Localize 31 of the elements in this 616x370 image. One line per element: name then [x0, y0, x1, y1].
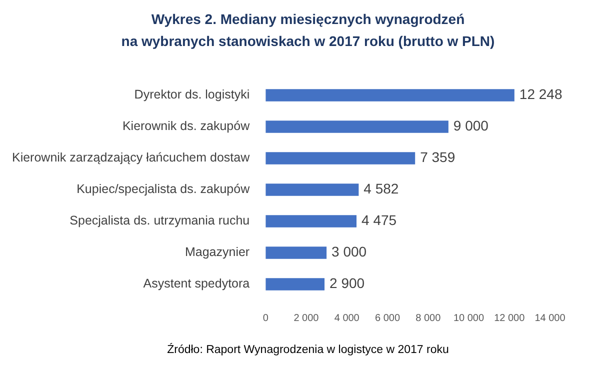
bar [266, 246, 327, 259]
y-tick-label: Kupiec/specjalista ds. zakupów [76, 182, 251, 196]
x-tick-label: 6 000 [374, 312, 400, 324]
bar [266, 89, 514, 102]
y-tick-label: Dyrektor ds. logistyki [134, 88, 250, 102]
data-label: 9 000 [453, 118, 489, 134]
x-tick-label: 0 [262, 312, 269, 324]
data-label: 7 359 [420, 149, 456, 166]
y-tick-label: Specjalista ds. utrzymania ruchu [70, 214, 250, 228]
bar [266, 215, 357, 228]
y-tick-label: Kierownik zarządzający łańcuchem dostaw [12, 150, 251, 165]
data-label: 3 000 [332, 244, 367, 260]
y-tick-label: Kierownik ds. zakupów [122, 119, 251, 134]
data-label: 2 900 [330, 275, 365, 292]
data-label: 4 475 [362, 212, 397, 228]
chart-title: Wykres 2. Mediany miesięcznych wynagrodzeń na wybranych stanowiskach w 2017 roku (brutto w PLN) [120, 10, 496, 51]
bar [266, 278, 325, 290]
x-tick-label: 8 000 [416, 312, 442, 324]
bar [266, 184, 359, 196]
x-tick-label: 4 000 [334, 312, 360, 324]
text: Źródło: Raport Wynagrodzenia w logistyce w 2017 roku [166, 344, 450, 356]
data-label: 12 248 [519, 86, 562, 102]
x-tick-label: 2 000 [294, 312, 320, 324]
x-tick-label: 14 000 [534, 312, 566, 324]
data-label: 4 582 [364, 180, 399, 197]
x-tick-label: 10 000 [453, 312, 484, 324]
bar [266, 152, 416, 164]
y-tick-label: Asystent spedytora [143, 276, 250, 291]
bar [266, 120, 448, 133]
x-tick-label: 12 000 [494, 312, 526, 324]
y-tick-label: Magazynier [184, 245, 250, 260]
